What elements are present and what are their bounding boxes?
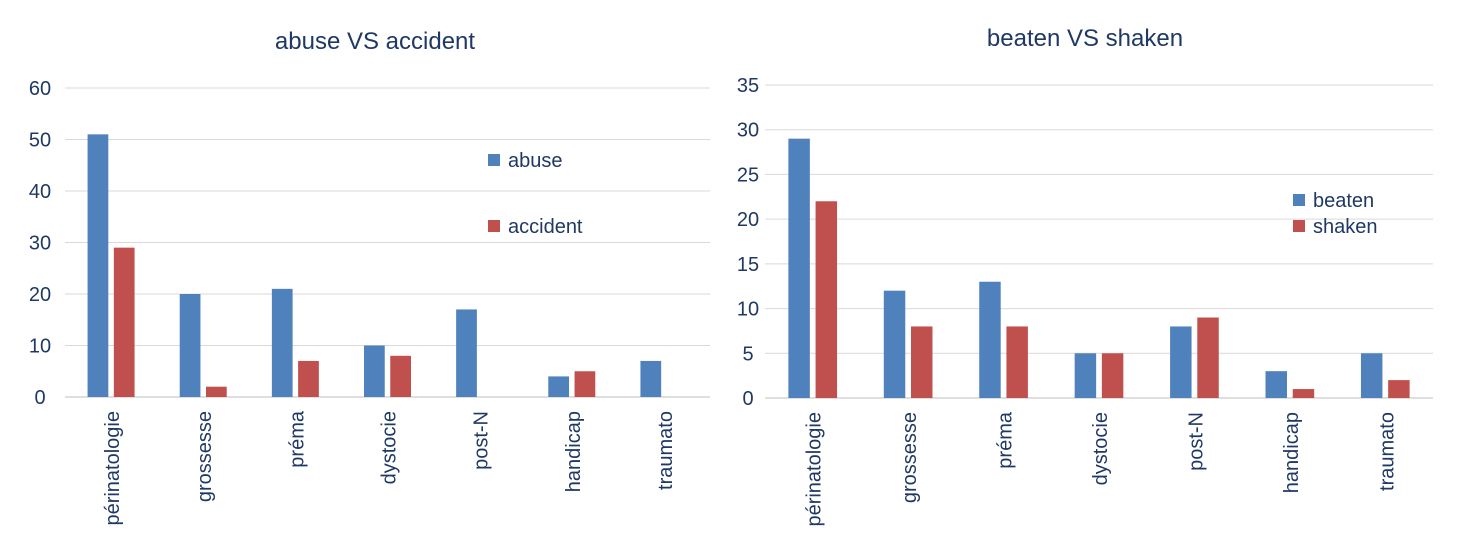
bar-accident-3 — [390, 355, 411, 397]
x-category-label: périnatologie — [102, 411, 124, 526]
x-category-label: post-N — [1185, 412, 1207, 471]
bar-accident-2 — [298, 360, 319, 397]
bar-abuse-1 — [179, 294, 201, 397]
x-category-label: dystocie — [379, 411, 401, 484]
bar-abuse-0 — [87, 134, 109, 397]
x-category-label: handicap — [563, 411, 585, 492]
y-tick-label: 30 — [737, 120, 759, 142]
x-category-label: post-N — [471, 411, 493, 470]
y-tick-label: 5 — [742, 343, 753, 365]
legend-label-beaten: beaten — [1313, 190, 1374, 212]
y-tick-label: 0 — [34, 387, 45, 409]
legend-label-abuse: abuse — [508, 150, 563, 172]
y-tick-label: 15 — [737, 254, 759, 276]
y-tick-label: 60 — [29, 78, 51, 100]
x-category-label: périnatologie — [804, 412, 826, 527]
legend-swatch-shaken — [1293, 220, 1305, 232]
bar-beaten-1 — [883, 290, 906, 398]
x-category-label: traumato — [1376, 412, 1398, 491]
chart-beaten-vs-shaken: beaten VS shaken 0 5 10 15 20 25 30 35 périnatolo… — [737, 25, 1433, 527]
bar-shaken-2 — [1006, 326, 1028, 398]
bar-beaten-0 — [788, 138, 810, 398]
bar-beaten-4 — [1170, 326, 1192, 398]
x-category-label: préma — [995, 411, 1017, 469]
bar-beaten-5 — [1265, 371, 1287, 398]
bar-abuse-2 — [271, 288, 293, 397]
bar-accident-5 — [574, 371, 596, 397]
bar-shaken-3 — [1101, 353, 1124, 398]
x-category-label: grossesse — [194, 411, 216, 502]
bar-abuse-6 — [640, 360, 662, 397]
bar-abuse-4 — [456, 309, 477, 397]
bar-accident-0 — [113, 247, 135, 397]
x-category-label: préma — [286, 410, 308, 468]
y-tick-label: 50 — [29, 130, 51, 152]
legend-label-shaken: shaken — [1313, 216, 1378, 238]
y-tick-label: 25 — [737, 164, 759, 186]
chart-title: abuse VS accident — [275, 28, 475, 55]
y-tick-label: 35 — [737, 75, 759, 97]
bar-shaken-5 — [1292, 389, 1315, 398]
y-tick-label: 20 — [737, 209, 759, 231]
y-tick-label: 10 — [29, 336, 51, 358]
bar-shaken-1 — [911, 326, 933, 398]
bar-accident-1 — [205, 386, 227, 397]
y-tick-label: 20 — [29, 284, 51, 306]
y-tick-label: 0 — [742, 388, 753, 410]
bar-abuse-3 — [364, 345, 385, 397]
bar-beaten-6 — [1360, 353, 1383, 398]
y-tick-label: 10 — [737, 299, 759, 321]
x-category-label: handicap — [1281, 412, 1303, 493]
bar-beaten-3 — [1074, 353, 1097, 398]
bar-shaken-0 — [815, 201, 838, 398]
x-category-label: dystocie — [1090, 412, 1112, 485]
bar-shaken-6 — [1388, 380, 1410, 398]
chart-abuse-vs-accident: abuse VS accident 0 10 20 30 40 50 60 périnatolo… — [29, 28, 710, 526]
x-category-label: traumato — [655, 411, 677, 490]
legend-swatch-abuse — [488, 154, 500, 166]
bar-abuse-5 — [548, 376, 570, 397]
x-category-label: grossesse — [899, 412, 921, 503]
y-tick-label: 40 — [29, 181, 51, 203]
y-tick-label: 30 — [29, 233, 51, 255]
bar-shaken-4 — [1197, 317, 1219, 398]
bar-beaten-2 — [979, 281, 1001, 398]
legend-swatch-beaten — [1293, 194, 1305, 206]
legend-swatch-accident — [488, 220, 500, 232]
chart-title: beaten VS shaken — [987, 25, 1183, 52]
legend-label-accident: accident — [508, 216, 583, 238]
